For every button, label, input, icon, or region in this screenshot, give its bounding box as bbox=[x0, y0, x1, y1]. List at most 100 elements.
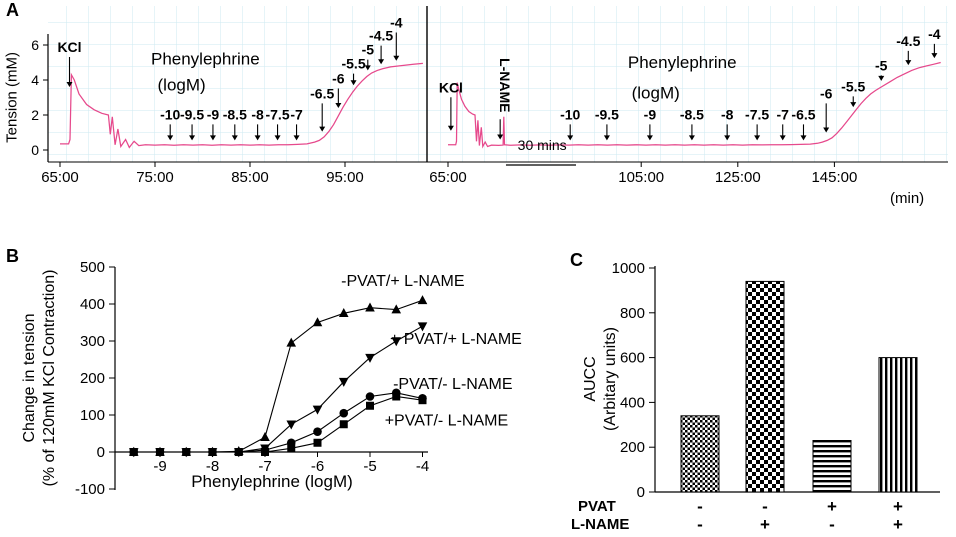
svg-text:0: 0 bbox=[637, 484, 645, 501]
panel-c-ylabel: AUCC (Arbitary units) bbox=[581, 264, 621, 494]
svg-text:-8.5: -8.5 bbox=[680, 106, 704, 122]
svg-text:600: 600 bbox=[620, 350, 645, 367]
svg-text:+PVAT/- L-NAME: +PVAT/- L-NAME bbox=[385, 412, 508, 429]
svg-text:-6: -6 bbox=[332, 71, 345, 87]
svg-text:800: 800 bbox=[620, 305, 645, 322]
svg-text:-7: -7 bbox=[290, 106, 303, 122]
svg-text:KCl: KCl bbox=[57, 39, 81, 55]
svg-text:400: 400 bbox=[80, 296, 105, 313]
svg-text:-6: -6 bbox=[820, 85, 833, 101]
series-square: +PVAT/- L-NAME bbox=[129, 392, 508, 456]
svg-text:-6.5: -6.5 bbox=[310, 85, 334, 101]
panel-b-ylabel-line2: (% of 120mM KCl Contraction) bbox=[41, 269, 58, 487]
svg-text:-7.5: -7.5 bbox=[745, 106, 769, 122]
svg-text:-: - bbox=[697, 515, 703, 534]
panel-c-ylabel-line1: AUCC bbox=[582, 356, 599, 402]
svg-text:-10: -10 bbox=[160, 106, 180, 122]
svg-text:0: 0 bbox=[97, 444, 105, 461]
svg-text:-8.5: -8.5 bbox=[223, 106, 247, 122]
svg-text:200: 200 bbox=[620, 439, 645, 456]
svg-text:30 mins: 30 mins bbox=[518, 137, 567, 153]
svg-text:-5: -5 bbox=[363, 458, 376, 475]
svg-text:-6: -6 bbox=[311, 458, 324, 475]
svg-text:-4.5: -4.5 bbox=[369, 28, 393, 44]
svg-text:-4: -4 bbox=[928, 26, 941, 42]
svg-text:+: + bbox=[827, 497, 837, 516]
svg-text:-9: -9 bbox=[644, 106, 657, 122]
svg-text:-5: -5 bbox=[362, 42, 375, 58]
panel-b-label: B bbox=[6, 246, 19, 266]
bar-3 bbox=[812, 440, 852, 493]
panel-c-label: C bbox=[570, 250, 583, 270]
svg-text:300: 300 bbox=[80, 333, 105, 350]
panel-b-xlabel: Phenylephrine (logM) bbox=[191, 472, 353, 491]
svg-text:-7.5: -7.5 bbox=[265, 106, 289, 122]
bar-2 bbox=[745, 280, 785, 493]
svg-text:-: - bbox=[829, 515, 835, 534]
svg-text:-PVAT/+ L-NAME: -PVAT/+ L-NAME bbox=[341, 273, 464, 290]
svg-text:400: 400 bbox=[620, 394, 645, 411]
panel-a-xunit: (min) bbox=[890, 190, 925, 207]
bar-4 bbox=[878, 357, 918, 493]
panel-b-ylabel: Change in tension (% of 120mM KCl Contra… bbox=[20, 223, 60, 533]
svg-text:95:00: 95:00 bbox=[326, 169, 364, 186]
svg-text:4: 4 bbox=[31, 72, 39, 88]
svg-text:-9: -9 bbox=[153, 458, 166, 475]
svg-text:200: 200 bbox=[80, 370, 105, 387]
svg-text:-7: -7 bbox=[776, 106, 789, 122]
svg-text:-5: -5 bbox=[875, 57, 888, 73]
svg-text:-4: -4 bbox=[416, 458, 429, 475]
bar-1 bbox=[680, 415, 720, 493]
svg-text:L-NAME: L-NAME bbox=[497, 58, 513, 112]
svg-text:-: - bbox=[697, 497, 703, 516]
svg-text:Phenylephrine: Phenylephrine bbox=[151, 49, 260, 68]
svg-text:105:00: 105:00 bbox=[618, 169, 664, 186]
svg-text:100: 100 bbox=[80, 407, 105, 424]
panel-b-ylabel-line1: Change in tension bbox=[21, 313, 38, 443]
panel-a-ylabel: Tension (mM) bbox=[3, 51, 21, 143]
svg-text:-9: -9 bbox=[207, 106, 220, 122]
svg-text:500: 500 bbox=[80, 259, 105, 276]
svg-text:0: 0 bbox=[31, 142, 39, 158]
trace-lname: 65:00 105:00 125:00 145:00 KCl L-NAME -10 -9.5 -… bbox=[429, 26, 941, 186]
svg-text:2: 2 bbox=[31, 107, 39, 123]
panel-a-label: A bbox=[6, 0, 19, 20]
svg-text:145:00: 145:00 bbox=[811, 169, 857, 186]
svg-text:6: 6 bbox=[31, 37, 39, 53]
svg-text:(logM): (logM) bbox=[632, 83, 680, 102]
svg-text:125:00: 125:00 bbox=[715, 169, 761, 186]
svg-text:-8: -8 bbox=[206, 458, 219, 475]
svg-text:-: - bbox=[762, 497, 768, 516]
svg-text:+: + bbox=[893, 497, 903, 516]
svg-text:-7: -7 bbox=[258, 458, 271, 475]
svg-text:85:00: 85:00 bbox=[231, 169, 269, 186]
svg-text:-5.5: -5.5 bbox=[841, 78, 865, 94]
panel-c-lname-row-label: L-NAME bbox=[571, 516, 630, 533]
svg-text:Phenylephrine: Phenylephrine bbox=[628, 53, 737, 72]
svg-text:65:00: 65:00 bbox=[429, 169, 467, 186]
panel-c-pvat-row-label: PVAT bbox=[578, 498, 616, 515]
svg-text:-9.5: -9.5 bbox=[180, 106, 204, 122]
panel-b-plot: -100 0 100 200 300 400 500 -9 -8 -7 -6 -5 -4 -PVAT/+ … bbox=[75, 259, 522, 498]
svg-text:(logM): (logM) bbox=[158, 76, 206, 95]
svg-text:-4.5: -4.5 bbox=[896, 33, 920, 49]
svg-text:-4: -4 bbox=[390, 15, 403, 31]
svg-text:65:00: 65:00 bbox=[41, 169, 79, 186]
svg-text:+: + bbox=[760, 515, 770, 534]
svg-text:+: + bbox=[893, 515, 903, 534]
svg-text:-6.5: -6.5 bbox=[791, 106, 815, 122]
svg-text:-100: -100 bbox=[75, 481, 105, 498]
svg-text:1000: 1000 bbox=[612, 260, 645, 277]
svg-text:75:00: 75:00 bbox=[136, 169, 174, 186]
svg-text:-10: -10 bbox=[560, 106, 580, 122]
svg-text:-5.5: -5.5 bbox=[341, 56, 365, 72]
svg-text:-PVAT/- L-NAME: -PVAT/- L-NAME bbox=[393, 376, 512, 393]
svg-text:-8: -8 bbox=[721, 106, 734, 122]
svg-text:KCl: KCl bbox=[439, 79, 463, 95]
svg-text:-9.5: -9.5 bbox=[595, 106, 619, 122]
